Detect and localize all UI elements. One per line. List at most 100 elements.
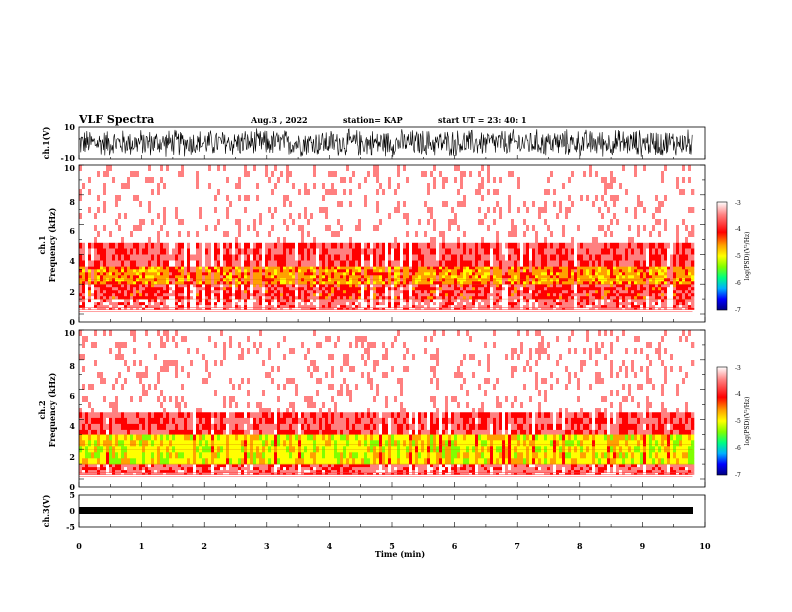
ch1-spec-cell bbox=[106, 275, 110, 279]
ch1-spec-cell bbox=[88, 284, 92, 288]
ch1-spec-cell bbox=[100, 201, 104, 208]
ch1-spec-cell bbox=[217, 183, 221, 190]
ch1-spec-cell bbox=[148, 269, 152, 273]
ch1-spec-cell bbox=[82, 242, 86, 249]
ch1-spec-cell bbox=[232, 293, 236, 297]
ch1-spec-cell bbox=[106, 269, 110, 273]
ch1-spec-cell bbox=[280, 177, 284, 184]
ch1-spec-cell bbox=[88, 275, 92, 279]
ch1-spec-cell bbox=[151, 171, 155, 178]
ch1-spec-cell bbox=[508, 269, 512, 273]
ch1-spec-cell bbox=[289, 207, 293, 214]
ch1-spec-cell bbox=[424, 290, 428, 294]
ch1-spec-cell bbox=[433, 272, 437, 276]
ch1-spec-cell bbox=[100, 231, 104, 238]
ch1-spec-cell bbox=[496, 281, 500, 285]
ch1-spec-cell bbox=[310, 254, 314, 261]
ch1-spec-cell bbox=[496, 177, 500, 184]
ch1-spec-cell bbox=[205, 293, 209, 297]
ch1-spec-cell bbox=[283, 299, 287, 303]
ch1-spec-cell bbox=[475, 213, 479, 220]
ch1-spec-cell bbox=[457, 266, 461, 270]
ch1-spec-cell bbox=[262, 189, 266, 196]
ch1-spec-cell bbox=[295, 225, 299, 232]
ch1-spec-cell bbox=[340, 269, 344, 273]
ch1-spec-cell bbox=[268, 281, 272, 285]
ch1-spec-cell bbox=[178, 299, 182, 303]
ch1-spec-cell bbox=[91, 248, 95, 255]
ch1-spec-cell bbox=[220, 219, 224, 226]
ch1-spec-cell bbox=[178, 248, 182, 255]
ch1-spec-cell bbox=[448, 296, 452, 300]
ch1-spec-cell bbox=[235, 290, 239, 294]
ch1-spec-cell bbox=[367, 237, 371, 243]
ch1-spec-cell bbox=[217, 207, 221, 214]
ch1-spec-cell bbox=[229, 272, 233, 276]
ch1-spec-cell bbox=[283, 302, 287, 306]
ch1-spec-cell bbox=[421, 287, 425, 291]
ch1-spec-cell bbox=[295, 272, 299, 276]
ch1-spec-cell bbox=[118, 293, 122, 297]
ch1-spec-cell bbox=[478, 299, 482, 303]
ch1-spec-cell bbox=[451, 195, 455, 202]
ch1-spec-cell bbox=[412, 225, 416, 232]
ch1-spec-cell bbox=[121, 287, 125, 291]
ch1-spec-cell bbox=[157, 165, 161, 172]
ch1-spec-cell bbox=[490, 171, 494, 178]
ch1-spec-cell bbox=[355, 219, 359, 226]
ch1-spec-cell bbox=[439, 213, 443, 220]
ch1-spec-cell bbox=[502, 177, 506, 184]
ch1-spec-cell bbox=[217, 299, 221, 303]
ch1-spec-cell bbox=[307, 248, 311, 255]
ch1-spec-cell bbox=[307, 302, 311, 306]
ch1-spec-cell bbox=[121, 195, 125, 202]
ch1-spec-cell bbox=[85, 219, 89, 226]
ch1-spec-cell bbox=[493, 308, 497, 310]
ch1-spec-cell bbox=[358, 278, 362, 282]
ch1-spec-cell bbox=[238, 266, 242, 270]
ch1-spec-cell bbox=[310, 290, 314, 294]
ch1-spec-cell bbox=[313, 207, 317, 214]
ch1-spec-cell bbox=[91, 284, 95, 288]
ch1-spec-cell bbox=[265, 272, 269, 276]
ch1-spec-cell bbox=[436, 293, 440, 297]
ch1-spec-cell bbox=[130, 195, 134, 202]
ch1-spec-cell bbox=[352, 290, 356, 294]
ch1-spec-cell bbox=[541, 272, 545, 276]
ch1-spec-cell bbox=[310, 189, 314, 196]
ch1-spec-cell bbox=[148, 293, 152, 297]
ch1-spec-cell bbox=[502, 290, 506, 294]
ch1-spec-cell bbox=[202, 213, 206, 220]
ch1-spec-cell bbox=[271, 248, 275, 255]
ch1-spec-cell bbox=[142, 275, 146, 279]
ch1-spec-cell bbox=[523, 287, 527, 291]
ch1-spec-cell bbox=[289, 287, 293, 291]
ch1-spec-cell bbox=[406, 254, 410, 261]
ch1-spec-cell bbox=[445, 177, 449, 184]
ch1-spec-cell bbox=[439, 201, 443, 208]
ch1-spec-cell bbox=[424, 219, 428, 226]
ch1-spec-cell bbox=[283, 213, 287, 220]
ch1-spec-cell bbox=[475, 237, 479, 243]
ch1-spec-cell bbox=[262, 201, 266, 208]
ch1-spec-cell bbox=[253, 260, 257, 267]
ch1-spec-cell bbox=[202, 201, 206, 208]
ch1-spec-cell bbox=[100, 213, 104, 220]
ch1-spec-cell bbox=[466, 281, 470, 285]
ch1-spec-cell bbox=[160, 260, 164, 267]
ch1-spec-cell bbox=[160, 242, 164, 249]
ch1-spec-cell bbox=[193, 296, 197, 300]
ch1-spec-cell bbox=[142, 308, 146, 310]
ch1-spec-cell bbox=[238, 177, 242, 184]
ch1-spec-cell bbox=[511, 183, 515, 190]
ch1-spec-cell bbox=[112, 296, 116, 300]
ch1-spec-cell bbox=[478, 177, 482, 184]
ch1-spec-cell bbox=[424, 165, 428, 172]
ch1-spec-cell bbox=[364, 201, 368, 208]
ch1-spec-cell bbox=[298, 219, 302, 226]
ch1-spec-cell bbox=[451, 189, 455, 196]
ch1-spec-cell bbox=[361, 171, 365, 178]
ch1-spec-cell bbox=[346, 177, 350, 184]
ch1-spec-cell bbox=[454, 219, 458, 226]
ch1-spec-cell bbox=[124, 231, 128, 238]
